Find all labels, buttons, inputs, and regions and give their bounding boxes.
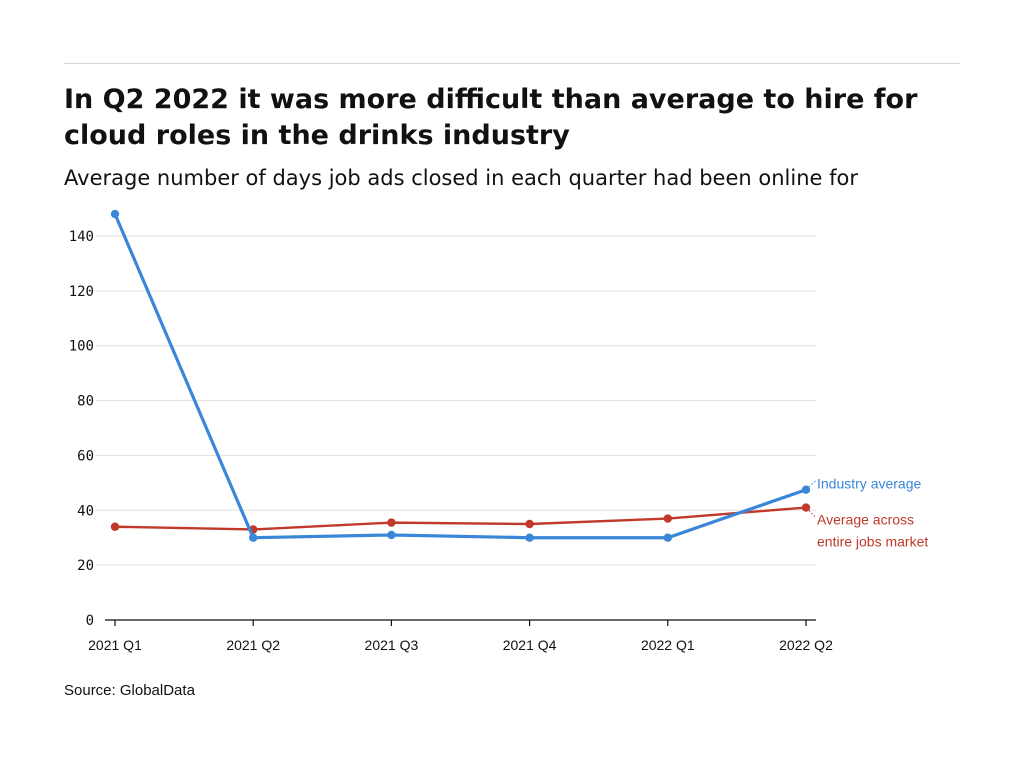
jobs-market-label: Average across bbox=[817, 512, 914, 528]
jobs-market-point bbox=[801, 503, 811, 512]
industry-label-leader bbox=[808, 480, 817, 488]
y-tick-label: 120 bbox=[69, 284, 94, 300]
jobs-market-point bbox=[525, 519, 534, 529]
industry-average-line bbox=[113, 213, 807, 540]
industry-average-point bbox=[249, 533, 258, 542]
y-tick-label: 40 bbox=[77, 503, 94, 519]
source-note: Source: GlobalData bbox=[64, 682, 195, 699]
series bbox=[110, 209, 811, 542]
jobs-market-label: entire jobs market bbox=[817, 534, 928, 550]
y-tick-label: 80 bbox=[77, 394, 94, 410]
y-tick-label: 20 bbox=[77, 558, 94, 574]
y-tick-label: 60 bbox=[77, 448, 94, 464]
jobs-market-point bbox=[110, 522, 120, 531]
industry-average-point bbox=[110, 209, 120, 219]
x-tick-label: 2021 Q1 bbox=[88, 637, 142, 653]
industry-average-point bbox=[663, 533, 672, 542]
x-tick-label: 2021 Q4 bbox=[503, 637, 557, 653]
axes: 0 20 40 60 80 100 120 140 2021 Q1 2021 Q2 2021 Q3 2… bbox=[69, 229, 833, 653]
x-tick-label: 2021 Q2 bbox=[226, 637, 280, 653]
x-tick-label: 2022 Q1 bbox=[641, 637, 695, 653]
y-tick-label: 0 bbox=[86, 613, 94, 629]
x-tick-label: 2021 Q3 bbox=[365, 637, 419, 653]
y-tick-label: 140 bbox=[69, 229, 94, 245]
jobs-market-point bbox=[663, 514, 672, 523]
y-tick-label: 100 bbox=[69, 339, 94, 355]
x-tick-label: 2022 Q2 bbox=[779, 637, 833, 653]
jobs-market-point bbox=[387, 518, 396, 527]
market-label-leader bbox=[808, 510, 816, 517]
industry-average-point bbox=[387, 530, 396, 540]
jobs-market-line bbox=[114, 506, 807, 531]
industry-average-point bbox=[801, 485, 811, 494]
industry-average-point bbox=[525, 533, 534, 542]
industry-average-label: Industry average bbox=[817, 476, 921, 492]
chart-title: In Q2 2022 it was more difficult than av… bbox=[64, 84, 918, 151]
top-rule bbox=[64, 63, 960, 64]
series-labels: Industry average Average across entire job… bbox=[808, 476, 928, 550]
chart-subtitle: Average number of days job ads closed in… bbox=[64, 166, 858, 190]
gridlines bbox=[96, 235, 816, 566]
